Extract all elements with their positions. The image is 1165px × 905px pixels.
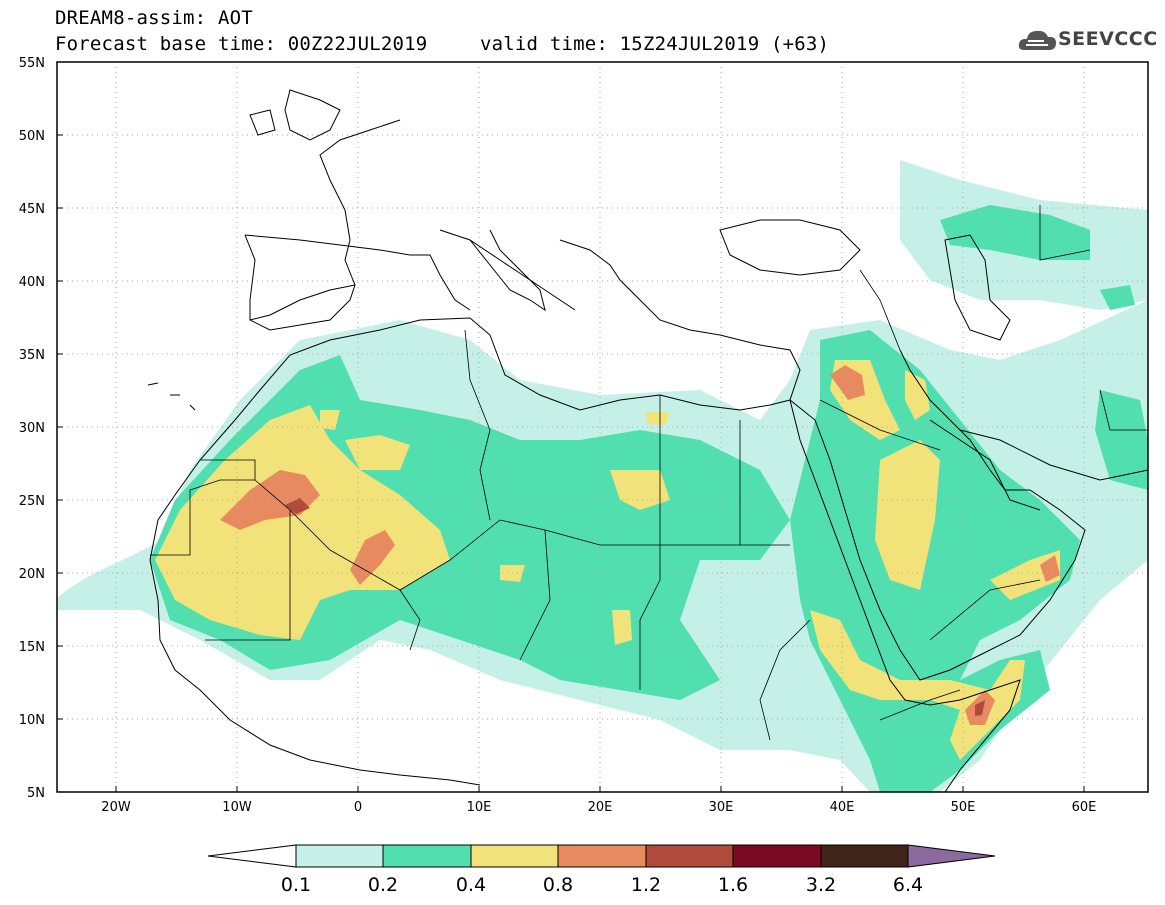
lat-label: 30N bbox=[19, 421, 45, 436]
lat-label: 10N bbox=[19, 713, 45, 728]
lat-labels: 55N 50N 45N 40N 35N 30N 25N 20N 15N 10N … bbox=[19, 56, 45, 801]
colorbar-label: 0.2 bbox=[368, 874, 398, 896]
logo-text: SEEVCCC bbox=[1058, 28, 1158, 50]
colorbar-low-arrow bbox=[207, 844, 297, 868]
colorbar-label: 1.6 bbox=[718, 874, 748, 896]
forecast-base-time: Forecast base time: 00Z22JUL2019 bbox=[55, 33, 428, 55]
colorbar-segment bbox=[470, 844, 559, 868]
lon-label: 10W bbox=[222, 800, 252, 815]
colorbar bbox=[207, 844, 996, 868]
lon-label: 20W bbox=[101, 800, 131, 815]
colorbar-segment bbox=[645, 844, 734, 868]
colorbar-label: 3.2 bbox=[806, 874, 836, 896]
cloud-icon bbox=[1018, 30, 1056, 50]
lon-label: 50E bbox=[951, 800, 976, 815]
lon-labels: 20W 10W 0 10E 20E 30E 40E 50E 60E bbox=[101, 800, 1096, 815]
lat-label: 25N bbox=[19, 494, 45, 509]
colorbar-segment bbox=[295, 844, 384, 868]
lat-label: 45N bbox=[19, 202, 45, 217]
coastlines bbox=[147, 89, 1148, 792]
valid-time: valid time: 15Z24JUL2019 (+63) bbox=[480, 33, 830, 55]
colorbar-label: 6.4 bbox=[893, 874, 923, 896]
colorbar-labels: 0.1 0.2 0.4 0.8 1.2 1.6 3.2 6.4 bbox=[281, 874, 923, 896]
colorbar-segment bbox=[820, 844, 909, 868]
country-borders bbox=[150, 205, 1148, 741]
lon-label: 30E bbox=[709, 800, 734, 815]
lon-label: 0 bbox=[354, 800, 362, 815]
colorbar-segment bbox=[732, 844, 822, 868]
graticule bbox=[57, 62, 1148, 792]
lon-label: 20E bbox=[588, 800, 613, 815]
lon-label: 10E bbox=[467, 800, 492, 815]
aot-level-1-2 bbox=[285, 498, 985, 716]
lat-label: 50N bbox=[19, 129, 45, 144]
lat-label: 55N bbox=[19, 56, 45, 71]
lon-label: 60E bbox=[1072, 800, 1097, 815]
lon-label: 40E bbox=[830, 800, 855, 815]
colorbar-segment bbox=[557, 844, 647, 868]
lat-label: 15N bbox=[19, 640, 45, 655]
lat-label: 35N bbox=[19, 348, 45, 363]
aot-field bbox=[57, 160, 1148, 792]
colorbar-segment bbox=[382, 844, 472, 868]
colorbar-label: 1.2 bbox=[631, 874, 661, 896]
colorbar-high-arrow bbox=[907, 844, 996, 868]
tick-marks bbox=[57, 134, 1085, 792]
map-title: DREAM8-assim: AOT bbox=[55, 7, 253, 29]
lat-label: 20N bbox=[19, 567, 45, 582]
colorbar-label: 0.8 bbox=[543, 874, 573, 896]
colorbar-label: 0.1 bbox=[281, 874, 311, 896]
lat-label: 5N bbox=[27, 786, 45, 801]
colorbar-label: 0.4 bbox=[456, 874, 486, 896]
lat-label: 40N bbox=[19, 275, 45, 290]
